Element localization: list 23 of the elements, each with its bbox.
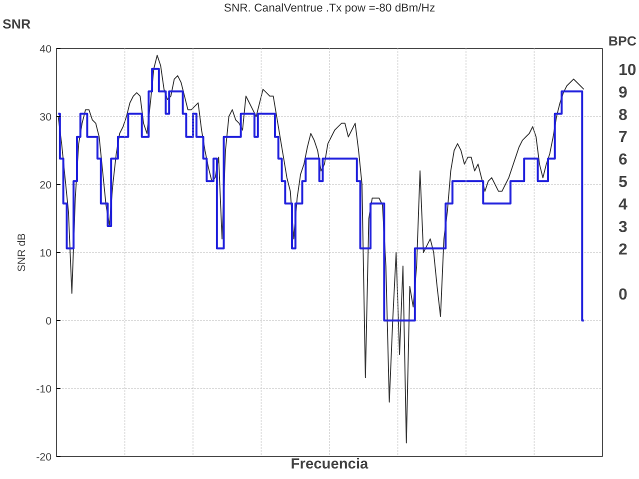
y2-axis-title: BPC	[608, 34, 637, 48]
y-tick-label: 20	[40, 180, 52, 192]
y-tick-label: 40	[40, 44, 52, 56]
y2-tick-label: 5	[618, 174, 628, 192]
chart-title: SNR. CanalVentrue .Tx pow =-80 dBm/Hz	[224, 2, 436, 14]
y-tick-label: 10	[40, 248, 52, 260]
y2-tick-label: 10	[618, 62, 636, 79]
y2-tick-label: 6	[618, 152, 628, 169]
y2-tick-label: 3	[618, 219, 628, 236]
y-tick-label: -10	[36, 384, 52, 396]
y2-tick-label: 8	[618, 106, 628, 124]
y2-tick-label: 2	[618, 241, 628, 258]
y-tick-label: 0	[46, 316, 52, 328]
y2-tick-label: 0	[618, 286, 628, 304]
y2-tick-label: 4	[618, 196, 628, 214]
y2-tick-label: 9	[618, 84, 628, 102]
x-axis-title: Frecuencia	[290, 456, 370, 472]
text: SNR	[2, 16, 32, 32]
y-axis-title: SNR dB	[16, 233, 28, 272]
y2-tick-label: 7	[618, 129, 628, 146]
y-tick-label: -20	[36, 452, 52, 464]
y-tick-label: 30	[40, 112, 52, 124]
line-series	[58, 54, 584, 444]
